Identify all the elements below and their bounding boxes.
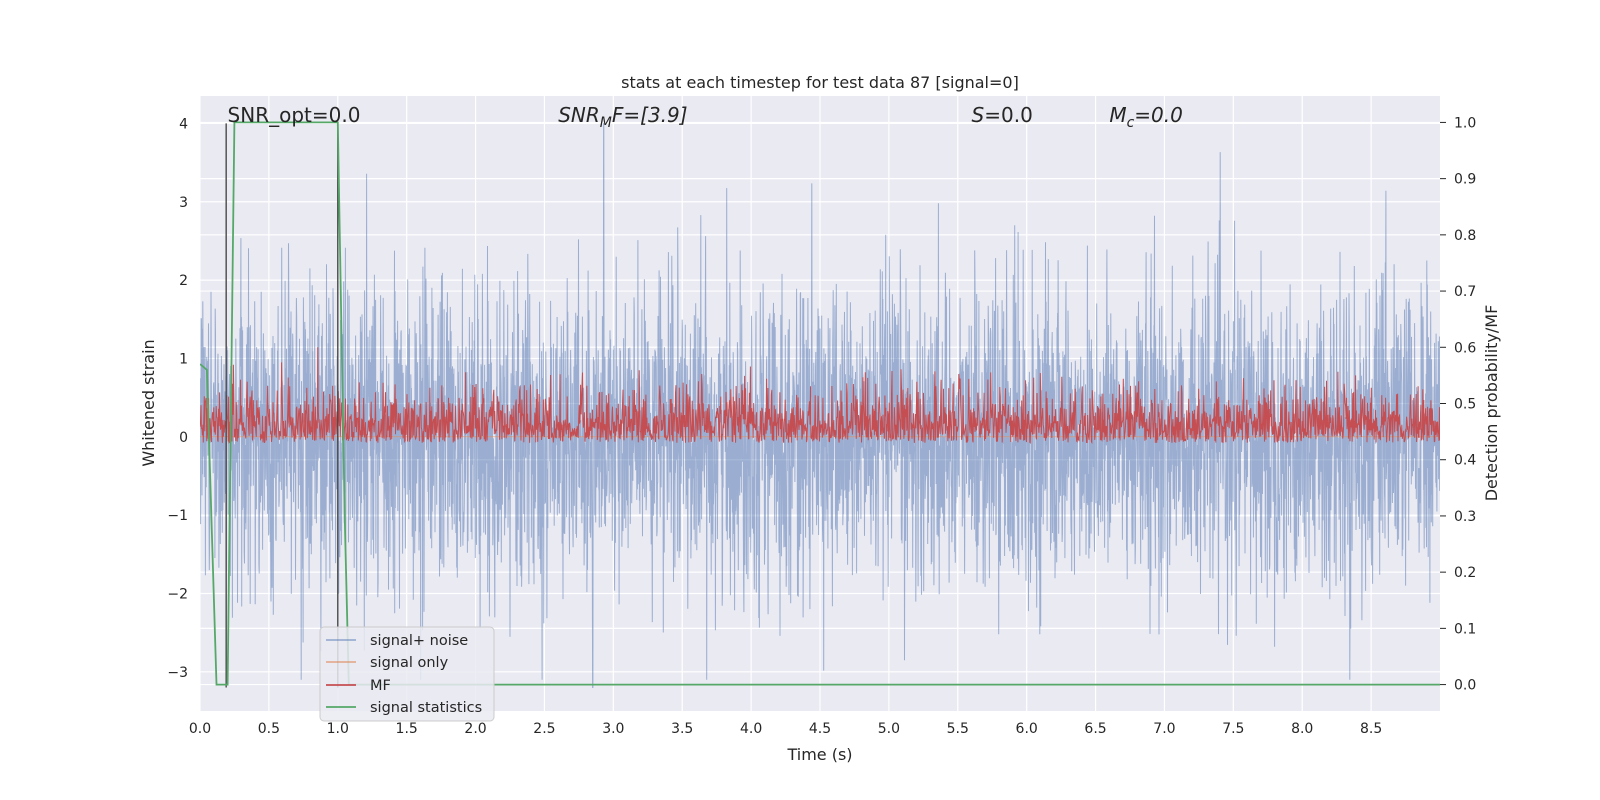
x-axis-ticks: 0.0 0.5 1.0 1.5 2.0 2.5 3.0 3.5 4.0 4.5 5.0 5.5 6.0 6… [189,721,1382,737]
x-tick-label: 6.0 [1016,721,1038,737]
x-tick-label: 1.0 [327,721,349,737]
x-tick-label: 7.0 [1153,721,1175,737]
right-tick-label: 0.2 [1454,565,1476,581]
x-axis-label: Time (s) [786,745,852,764]
x-tick-label: 0.0 [189,721,211,737]
x-tick-label: 3.0 [602,721,624,737]
left-axis-label: Whitened strain [139,339,158,466]
left-tick-label: −1 [167,508,188,524]
right-axis-ticks: 1.0 0.9 0.8 0.7 0.6 0.5 0.4 0.3 0.2 0.1 0.0 [1440,115,1476,694]
legend-label-signal-noise: signal+ noise [370,633,468,649]
left-tick-label: 3 [179,195,188,211]
annotation-text: S=0.0 [972,103,1033,127]
left-tick-label: −3 [167,665,188,681]
legend-box [319,626,495,722]
x-tick-label: 5.0 [878,721,900,737]
right-tick-label: 0.3 [1454,509,1476,525]
left-tick-label: 0 [179,430,188,446]
mf-series [200,347,1440,445]
x-tick-label: 7.5 [1222,721,1244,737]
right-tick-label: 0.1 [1454,621,1476,637]
left-axis-ticks: 4 3 2 1 0 −1 −2 −3 [167,116,188,680]
right-tick-label: 0.4 [1454,453,1476,469]
legend-label-signal-statistics: signal statistics [370,700,482,716]
x-tick-label: 3.5 [671,721,693,737]
annotation-text: SNR_opt=0.0 [228,103,361,127]
legend-label-signal-only: signal only [370,655,449,671]
x-tick-label: 1.5 [396,721,418,737]
x-tick-label: 4.5 [809,721,831,737]
x-tick-label: 4.0 [740,721,762,737]
x-tick-label: 2.0 [464,721,486,737]
left-tick-label: 4 [179,116,188,132]
right-tick-label: 0.6 [1454,340,1476,356]
annotation-text: Mc=0.0 [1109,103,1183,131]
legend-label-mf: MF [370,678,391,694]
left-tick-label: 1 [179,351,188,367]
event-markers [225,123,339,688]
right-tick-label: 0.9 [1454,172,1476,188]
x-tick-label: 2.5 [533,721,555,737]
left-tick-label: 2 [179,273,188,289]
right-tick-label: 0.8 [1454,228,1476,244]
chart-title: stats at each timestep for test data 87 … [621,73,1019,92]
right-tick-label: 0.0 [1454,678,1476,694]
x-tick-label: 8.5 [1360,721,1382,737]
x-tick-label: 8.0 [1291,721,1313,737]
right-tick-label: 0.7 [1454,284,1476,300]
left-tick-label: −2 [167,586,188,602]
right-tick-label: 0.5 [1454,397,1476,413]
x-tick-label: 6.5 [1084,721,1106,737]
right-axis-label: Detection probability/MF [1482,305,1501,502]
legend: signal+ noise signal only MF signal stat… [319,626,495,722]
annotation-text: SNRMF=[3.9] [558,103,687,131]
annotations: SNR_opt=0.0 SNRMF=[3.9] S=0.0 Mc=0.0 [228,103,1183,131]
x-tick-label: 5.5 [947,721,969,737]
signal-noise-series [200,122,1440,688]
x-tick-label: 0.5 [258,721,280,737]
right-tick-label: 1.0 [1454,115,1476,131]
